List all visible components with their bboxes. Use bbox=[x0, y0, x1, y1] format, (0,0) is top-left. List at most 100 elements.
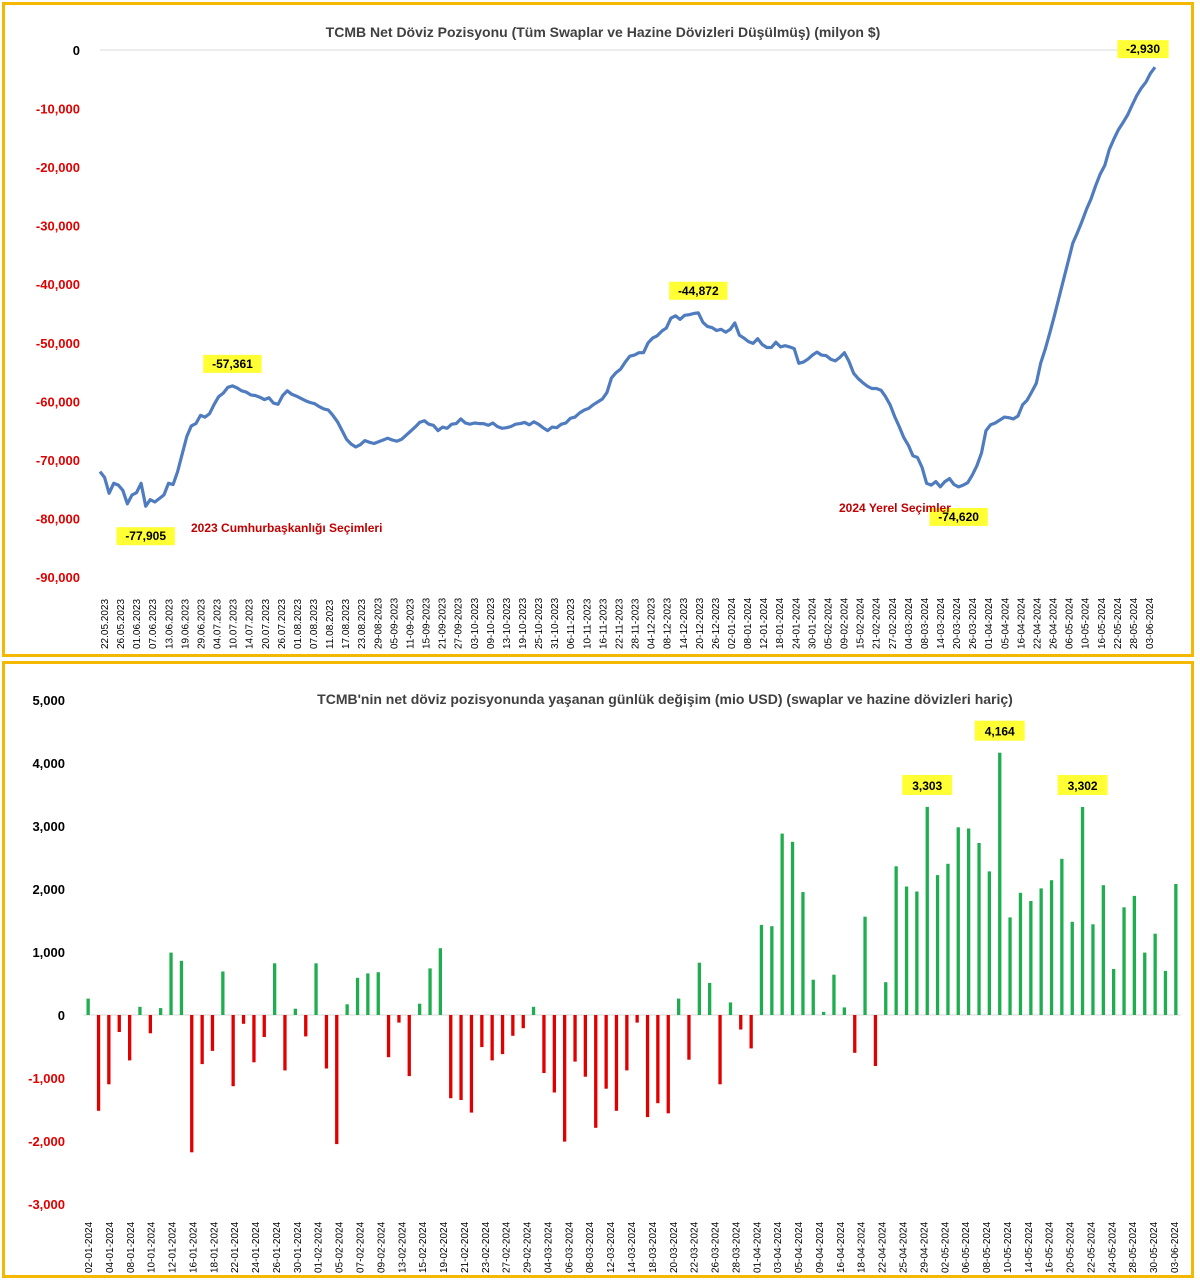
x-tick-label: 16-04-2024 bbox=[836, 1221, 847, 1273]
x-tick-label: 16-01-2024 bbox=[188, 1221, 199, 1273]
daily-change-bar bbox=[1060, 858, 1064, 1015]
daily-change-bar bbox=[335, 1015, 339, 1145]
daily-change-bar bbox=[376, 972, 380, 1015]
daily-change-bar bbox=[925, 806, 929, 1015]
daily-change-bar bbox=[656, 1015, 660, 1104]
x-tick-label: 15-02-2024 bbox=[856, 597, 867, 649]
x-tick-label: 17.08.2023 bbox=[341, 599, 352, 649]
x-tick-label: 26.05.2023 bbox=[116, 599, 127, 649]
daily-change-bar bbox=[86, 998, 90, 1015]
bar-chart-title: TCMB'nin net döviz pozisyonunda yaşanan … bbox=[317, 691, 1013, 707]
x-tick-label: 10-05-2024 bbox=[1003, 1221, 1014, 1273]
x-tick-label: 16-05-2024 bbox=[1045, 1221, 1056, 1273]
daily-change-bar bbox=[894, 866, 898, 1015]
daily-change-bar bbox=[128, 1015, 132, 1061]
daily-change-bar bbox=[645, 1015, 650, 1118]
daily-change-bar bbox=[718, 1015, 722, 1085]
daily-change-bar bbox=[563, 1015, 567, 1142]
y-tick-label: -10,000 bbox=[36, 102, 80, 117]
daily-change-bar bbox=[594, 1015, 598, 1128]
daily-change-bar bbox=[262, 1015, 266, 1037]
x-tick-label: 09-04-2024 bbox=[815, 1221, 826, 1273]
x-tick-label: 10-11-2023 bbox=[582, 598, 593, 649]
x-tick-label: 30-05-2024 bbox=[1149, 1221, 1160, 1273]
x-tick-label: 27-02-2024 bbox=[502, 1221, 513, 1273]
daily-change-bar bbox=[1029, 901, 1033, 1015]
daily-change-bar bbox=[583, 1015, 587, 1077]
x-tick-label: 29.06.2023 bbox=[196, 599, 207, 649]
x-tick-label: 06-05-2024 bbox=[1065, 597, 1076, 649]
x-tick-label: 16-05-2024 bbox=[1097, 597, 1108, 649]
x-tick-label: 02-01-2024 bbox=[727, 597, 738, 649]
daily-change-bar bbox=[210, 1015, 215, 1051]
x-tick-label: 03-06-2024 bbox=[1145, 597, 1156, 649]
daily-change-bar bbox=[1122, 907, 1126, 1015]
x-tick-label: 01-02-2024 bbox=[314, 1221, 325, 1273]
x-tick-label: 26-03-2024 bbox=[968, 597, 979, 649]
daily-change-bar bbox=[500, 1015, 505, 1055]
x-tick-label: 25-10-2023 bbox=[534, 597, 545, 649]
x-tick-label: 16-11-2023 bbox=[598, 598, 609, 649]
daily-change-bar bbox=[304, 1015, 308, 1037]
x-tick-label: 04-01-2024 bbox=[105, 1221, 116, 1273]
daily-change-bar bbox=[200, 1015, 204, 1065]
x-tick-label: 14-12-2023 bbox=[679, 597, 690, 649]
net-position-series-line bbox=[98, 66, 1157, 508]
x-tick-label: 30-01-2024 bbox=[807, 597, 818, 649]
x-tick-label: 28-11-2023 bbox=[631, 598, 642, 649]
x-tick-label: 24-05-2024 bbox=[1107, 1221, 1118, 1273]
daily-change-bar bbox=[511, 1015, 515, 1036]
x-tick-label: 22-11-2023 bbox=[614, 598, 625, 649]
daily-change-bar bbox=[521, 1015, 525, 1029]
y-tick-label: -80,000 bbox=[36, 511, 80, 526]
daily-change-bar bbox=[324, 1015, 329, 1069]
daily-change-bar bbox=[614, 1015, 619, 1111]
x-tick-label: 09-02-2024 bbox=[376, 1221, 387, 1273]
y-tick-label: 0 bbox=[73, 43, 80, 58]
x-tick-label: 22-05-2024 bbox=[1086, 1221, 1097, 1273]
x-tick-label: 22-04-2024 bbox=[878, 1221, 889, 1273]
daily-change-bar bbox=[1143, 952, 1147, 1015]
daily-change-bar bbox=[739, 1015, 743, 1030]
daily-change-bar bbox=[790, 841, 795, 1016]
y-tick-label: -1,000 bbox=[28, 1071, 65, 1086]
daily-change-bar bbox=[1163, 970, 1168, 1015]
y-tick-label: 3,000 bbox=[32, 819, 65, 834]
daily-change-bar bbox=[449, 1015, 453, 1099]
x-tick-label: 13-10-2023 bbox=[502, 597, 513, 649]
x-tick-label: 28-05-2024 bbox=[1128, 1221, 1139, 1273]
x-tick-label: 24-01-2024 bbox=[251, 1221, 262, 1273]
callout-label: -57,361 bbox=[212, 357, 253, 371]
x-tick-label: 03-04-2024 bbox=[773, 1221, 784, 1273]
daily-change-bar bbox=[935, 875, 940, 1015]
x-tick-label: 08-12-2023 bbox=[663, 597, 674, 649]
daily-change-bar bbox=[956, 827, 960, 1015]
daily-change-bar bbox=[987, 871, 991, 1015]
x-tick-label: 29-08-2023 bbox=[373, 597, 384, 649]
x-tick-label: 21-02-2024 bbox=[460, 1221, 471, 1273]
daily-change-bar bbox=[221, 971, 225, 1015]
daily-change-bar bbox=[998, 752, 1002, 1015]
daily-change-bar bbox=[138, 1006, 142, 1015]
daily-change-bar bbox=[863, 916, 867, 1015]
x-tick-label: 14-03-2024 bbox=[627, 1221, 638, 1273]
x-tick-label: 22-04-2024 bbox=[1032, 597, 1043, 649]
daily-change-bar bbox=[96, 1015, 101, 1111]
daily-change-bar bbox=[355, 977, 360, 1015]
x-tick-label: 21-09-2023 bbox=[438, 597, 449, 649]
daily-change-bar bbox=[1101, 885, 1105, 1015]
daily-change-bar bbox=[677, 998, 681, 1015]
x-tick-label: 08-01-2024 bbox=[743, 597, 754, 649]
callout-label: -2,930 bbox=[1126, 42, 1160, 56]
callout-label: -74,620 bbox=[938, 510, 979, 524]
daily-change-bar bbox=[552, 1015, 556, 1093]
y-tick-label: -2,000 bbox=[28, 1134, 65, 1149]
daily-change-bar bbox=[728, 1002, 733, 1015]
daily-change-bar bbox=[853, 1015, 857, 1053]
x-tick-label: 03-06-2024 bbox=[1170, 1221, 1181, 1273]
x-tick-label: 14-03-2024 bbox=[936, 597, 947, 649]
daily-change-bar bbox=[904, 886, 909, 1015]
callout-box bbox=[203, 354, 262, 373]
x-tick-label: 24-01-2024 bbox=[791, 597, 802, 649]
x-tick-label: 16-04-2024 bbox=[1016, 597, 1027, 649]
